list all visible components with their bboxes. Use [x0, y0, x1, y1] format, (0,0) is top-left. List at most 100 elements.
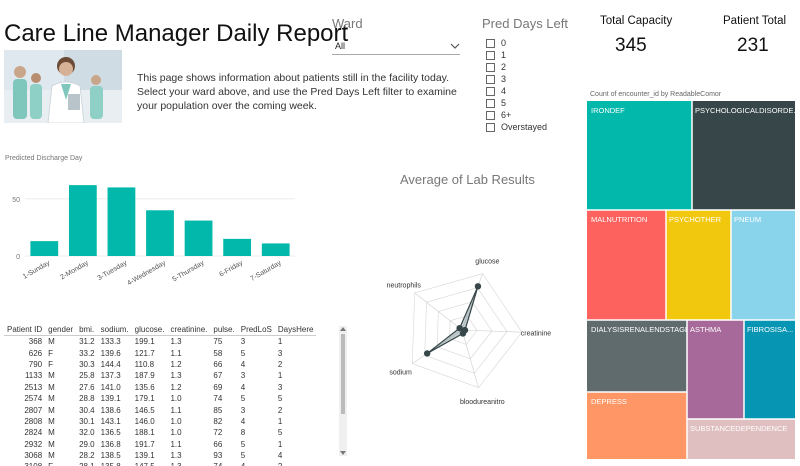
table-cell: 85 [213, 405, 223, 415]
treemap-tile[interactable]: MALNUTRITION [587, 210, 666, 320]
table-cell: 2808 [24, 416, 43, 426]
bar[interactable] [261, 243, 290, 256]
x-tick-label: 6-Friday [218, 259, 244, 278]
radar-point[interactable] [459, 330, 467, 337]
table-row[interactable]: 2824 M 32.0 136.5 188.1 1.0 72 8 5 [4, 427, 316, 438]
table-cell: 30.3 [79, 359, 95, 369]
radar-point[interactable] [456, 324, 463, 332]
bar[interactable] [30, 241, 59, 256]
table-cell: 28.8 [79, 394, 95, 404]
table-cell: 5 [240, 348, 246, 358]
treemap-tile[interactable]: FIBROSISA... [744, 320, 795, 419]
lab-results-radar-chart: glucose creatinine bloodureanitro sodium neu… [387, 258, 552, 406]
table-row[interactable]: 3108F28.1135.8147.51.37442 [4, 461, 316, 466]
column-header[interactable]: gender [45, 324, 77, 336]
table-cell: 191.7 [134, 439, 155, 449]
pred-days-option[interactable]: 3 [486, 74, 506, 84]
bar[interactable] [68, 185, 97, 256]
y-tick-label: 0 [16, 254, 20, 261]
radar-axis-label: neutrophils [387, 282, 422, 289]
column-header[interactable]: creatinine. [167, 324, 211, 336]
column-header[interactable]: PredLoS [237, 324, 275, 336]
table-cell: 2 [277, 359, 283, 369]
table-row[interactable]: 2513 M 27.6 141.0 135.6 1.2 69 4 3 [4, 382, 316, 393]
ward-dropdown[interactable]: All [332, 38, 460, 55]
table-cell: 135.8 [98, 461, 132, 466]
table-row[interactable]: 368 M 31.2 133.3 199.1 1.3 75 3 1 [4, 336, 316, 348]
table-cell: 32.0 [79, 428, 95, 438]
checkbox[interactable] [486, 38, 495, 48]
table-cell: 121.7 [134, 348, 155, 358]
table-cell: 30.4 [79, 405, 95, 415]
radar-point[interactable] [474, 283, 482, 290]
table-row[interactable]: 790 F 30.3 144.4 110.8 1.2 66 4 2 [4, 359, 316, 370]
scrollbar-thumb[interactable] [341, 334, 345, 414]
treemap-tile[interactable]: PNEUM [731, 210, 795, 320]
pred-days-option[interactable]: Overstayed [486, 122, 547, 132]
scroll-up-icon[interactable] [340, 327, 346, 331]
table-cell: 2 [275, 461, 317, 466]
column-header[interactable]: sodium. [97, 324, 132, 336]
treemap-tile[interactable]: DEPRESS [587, 392, 687, 459]
comorbidity-treemap[interactable]: IRONDEF PSYCHOLOGICALDISORDE... MALNUTRI… [587, 101, 795, 459]
treemap-tile[interactable]: ASTHMA [687, 320, 744, 419]
checkbox[interactable] [486, 122, 495, 132]
pred-days-option[interactable]: 2 [486, 62, 506, 72]
treemap-tile[interactable]: SUBSTANCEDEPENDENCE [687, 419, 795, 459]
radar-point[interactable] [423, 350, 431, 357]
table-cell: 5 [277, 428, 283, 438]
table-cell: F [48, 348, 54, 358]
checkbox[interactable] [486, 86, 495, 96]
checkbox[interactable] [486, 74, 495, 84]
table-row[interactable]: 2808 M 30.1 143.1 146.0 1.0 82 4 1 [4, 416, 316, 427]
table-cell: M [48, 337, 55, 347]
column-header[interactable]: bmi. [76, 324, 98, 336]
bar[interactable] [184, 220, 213, 256]
treemap-tile[interactable]: DIALYSISRENALENDSTAGE [587, 320, 690, 392]
pred-days-option[interactable]: 6+ [486, 110, 511, 120]
treemap-tile[interactable]: PSYCHOLOGICALDISORDE... [692, 101, 795, 210]
column-header[interactable]: Patient ID [4, 324, 46, 336]
table-cell: 74 [213, 394, 223, 404]
checkbox[interactable] [486, 110, 495, 120]
radar-series [426, 286, 479, 354]
table-scrollbar[interactable] [339, 326, 347, 456]
table-cell: 3 [240, 371, 246, 381]
table-row[interactable]: 2807 M 30.4 138.6 146.5 1.1 85 3 2 [4, 404, 316, 415]
svg-text:DIALYSISRENALENDSTAGE: DIALYSISRENALENDSTAGE [591, 325, 690, 334]
column-header[interactable]: DaysHere [274, 324, 317, 336]
pred-days-option[interactable]: 0 [486, 38, 506, 48]
table-row[interactable]: 626 F 33.2 139.6 121.7 1.1 58 5 3 [4, 347, 316, 358]
bar[interactable] [223, 238, 252, 256]
x-tick-label: 3-Tuesday [97, 259, 129, 282]
pred-days-option[interactable]: 4 [486, 86, 506, 96]
bar[interactable] [146, 210, 174, 256]
table-row[interactable]: 3068 M 28.2 138.5 139.1 1.3 93 5 4 [4, 450, 316, 461]
svg-text:PSYCHOTHER: PSYCHOTHER [669, 215, 722, 224]
svg-text:IRONDEF: IRONDEF [591, 106, 625, 115]
table-row[interactable]: 2574 M 28.8 139.1 179.1 1.0 74 5 5 [4, 393, 316, 404]
treemap-tile[interactable]: PSYCHOTHER [666, 210, 731, 320]
table-cell: 30.1 [79, 416, 95, 426]
checkbox[interactable] [486, 62, 495, 72]
table-cell: 31.2 [79, 337, 95, 347]
table-cell: 188.1 [134, 428, 155, 438]
checkbox[interactable] [486, 98, 495, 108]
radar-ring [449, 315, 478, 345]
treemap-tile[interactable]: IRONDEF [587, 101, 692, 210]
table-cell: 1.1 [170, 439, 182, 449]
column-header[interactable]: pulse. [210, 324, 238, 336]
table-row[interactable]: 1133 M 25.8 137.3 187.9 1.3 67 3 1 [4, 370, 316, 381]
column-header[interactable]: glucose. [131, 324, 168, 336]
checkbox[interactable] [486, 50, 495, 60]
pred-days-option[interactable]: 1 [486, 50, 506, 60]
patient-table: Patient ID gender bmi. sodium. glucose. creat… [4, 324, 342, 466]
table-cell: 27.6 [79, 382, 95, 392]
table-cell: 5 [240, 439, 246, 449]
pred-days-option[interactable]: 5 [486, 98, 506, 108]
table-row[interactable]: 2932 M 29.0 136.8 191.7 1.1 66 5 1 [4, 439, 316, 450]
scroll-down-icon[interactable] [340, 451, 346, 455]
table-cell: 368 [28, 337, 43, 347]
bar[interactable] [107, 187, 136, 256]
